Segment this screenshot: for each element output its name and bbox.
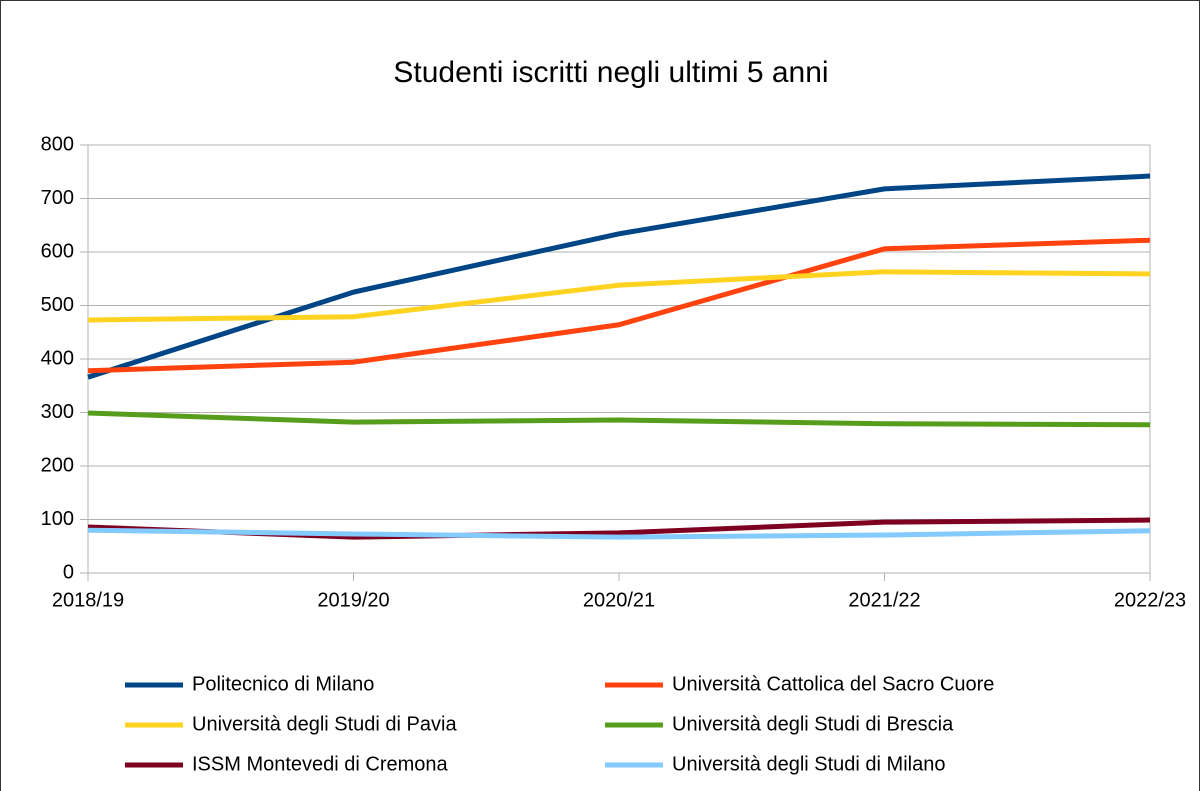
y-tick-label: 700 [41,187,74,209]
legend-label: Università degli Studi di Brescia [672,713,954,735]
y-tick-label: 300 [41,401,74,423]
x-tick-label: 2019/20 [317,589,389,611]
line-series [87,173,1151,380]
y-tick-label: 0 [63,561,74,583]
legend-label: Università degli Studi di Milano [672,753,945,775]
y-tick-label: 200 [41,454,74,476]
y-tick-label: 100 [41,508,74,530]
y-tick-label: 600 [41,240,74,262]
x-tick-label: 2022/23 [1114,589,1186,611]
y-tick-label: 400 [41,347,74,369]
x-tick-label: 2018/19 [52,589,124,611]
y-tick-label: 500 [41,294,74,316]
legend-label: Università degli Studi di Pavia [192,713,457,735]
x-tick-label: 2021/22 [848,589,920,611]
chart-title: Studenti iscritti negli ultimi 5 anni [393,56,828,89]
legend-label: ISSM Montevedi di Cremona [192,753,449,775]
x-tick-label: 2020/21 [583,589,655,611]
legend-label: Politecnico di Milano [192,673,374,695]
line-series [87,237,1151,374]
line-series [87,410,1151,428]
y-tick-label: 800 [41,133,74,155]
line-series [87,269,1151,323]
line-series [87,527,1151,540]
legend-label: Università Cattolica del Sacro Cuore [672,673,994,695]
